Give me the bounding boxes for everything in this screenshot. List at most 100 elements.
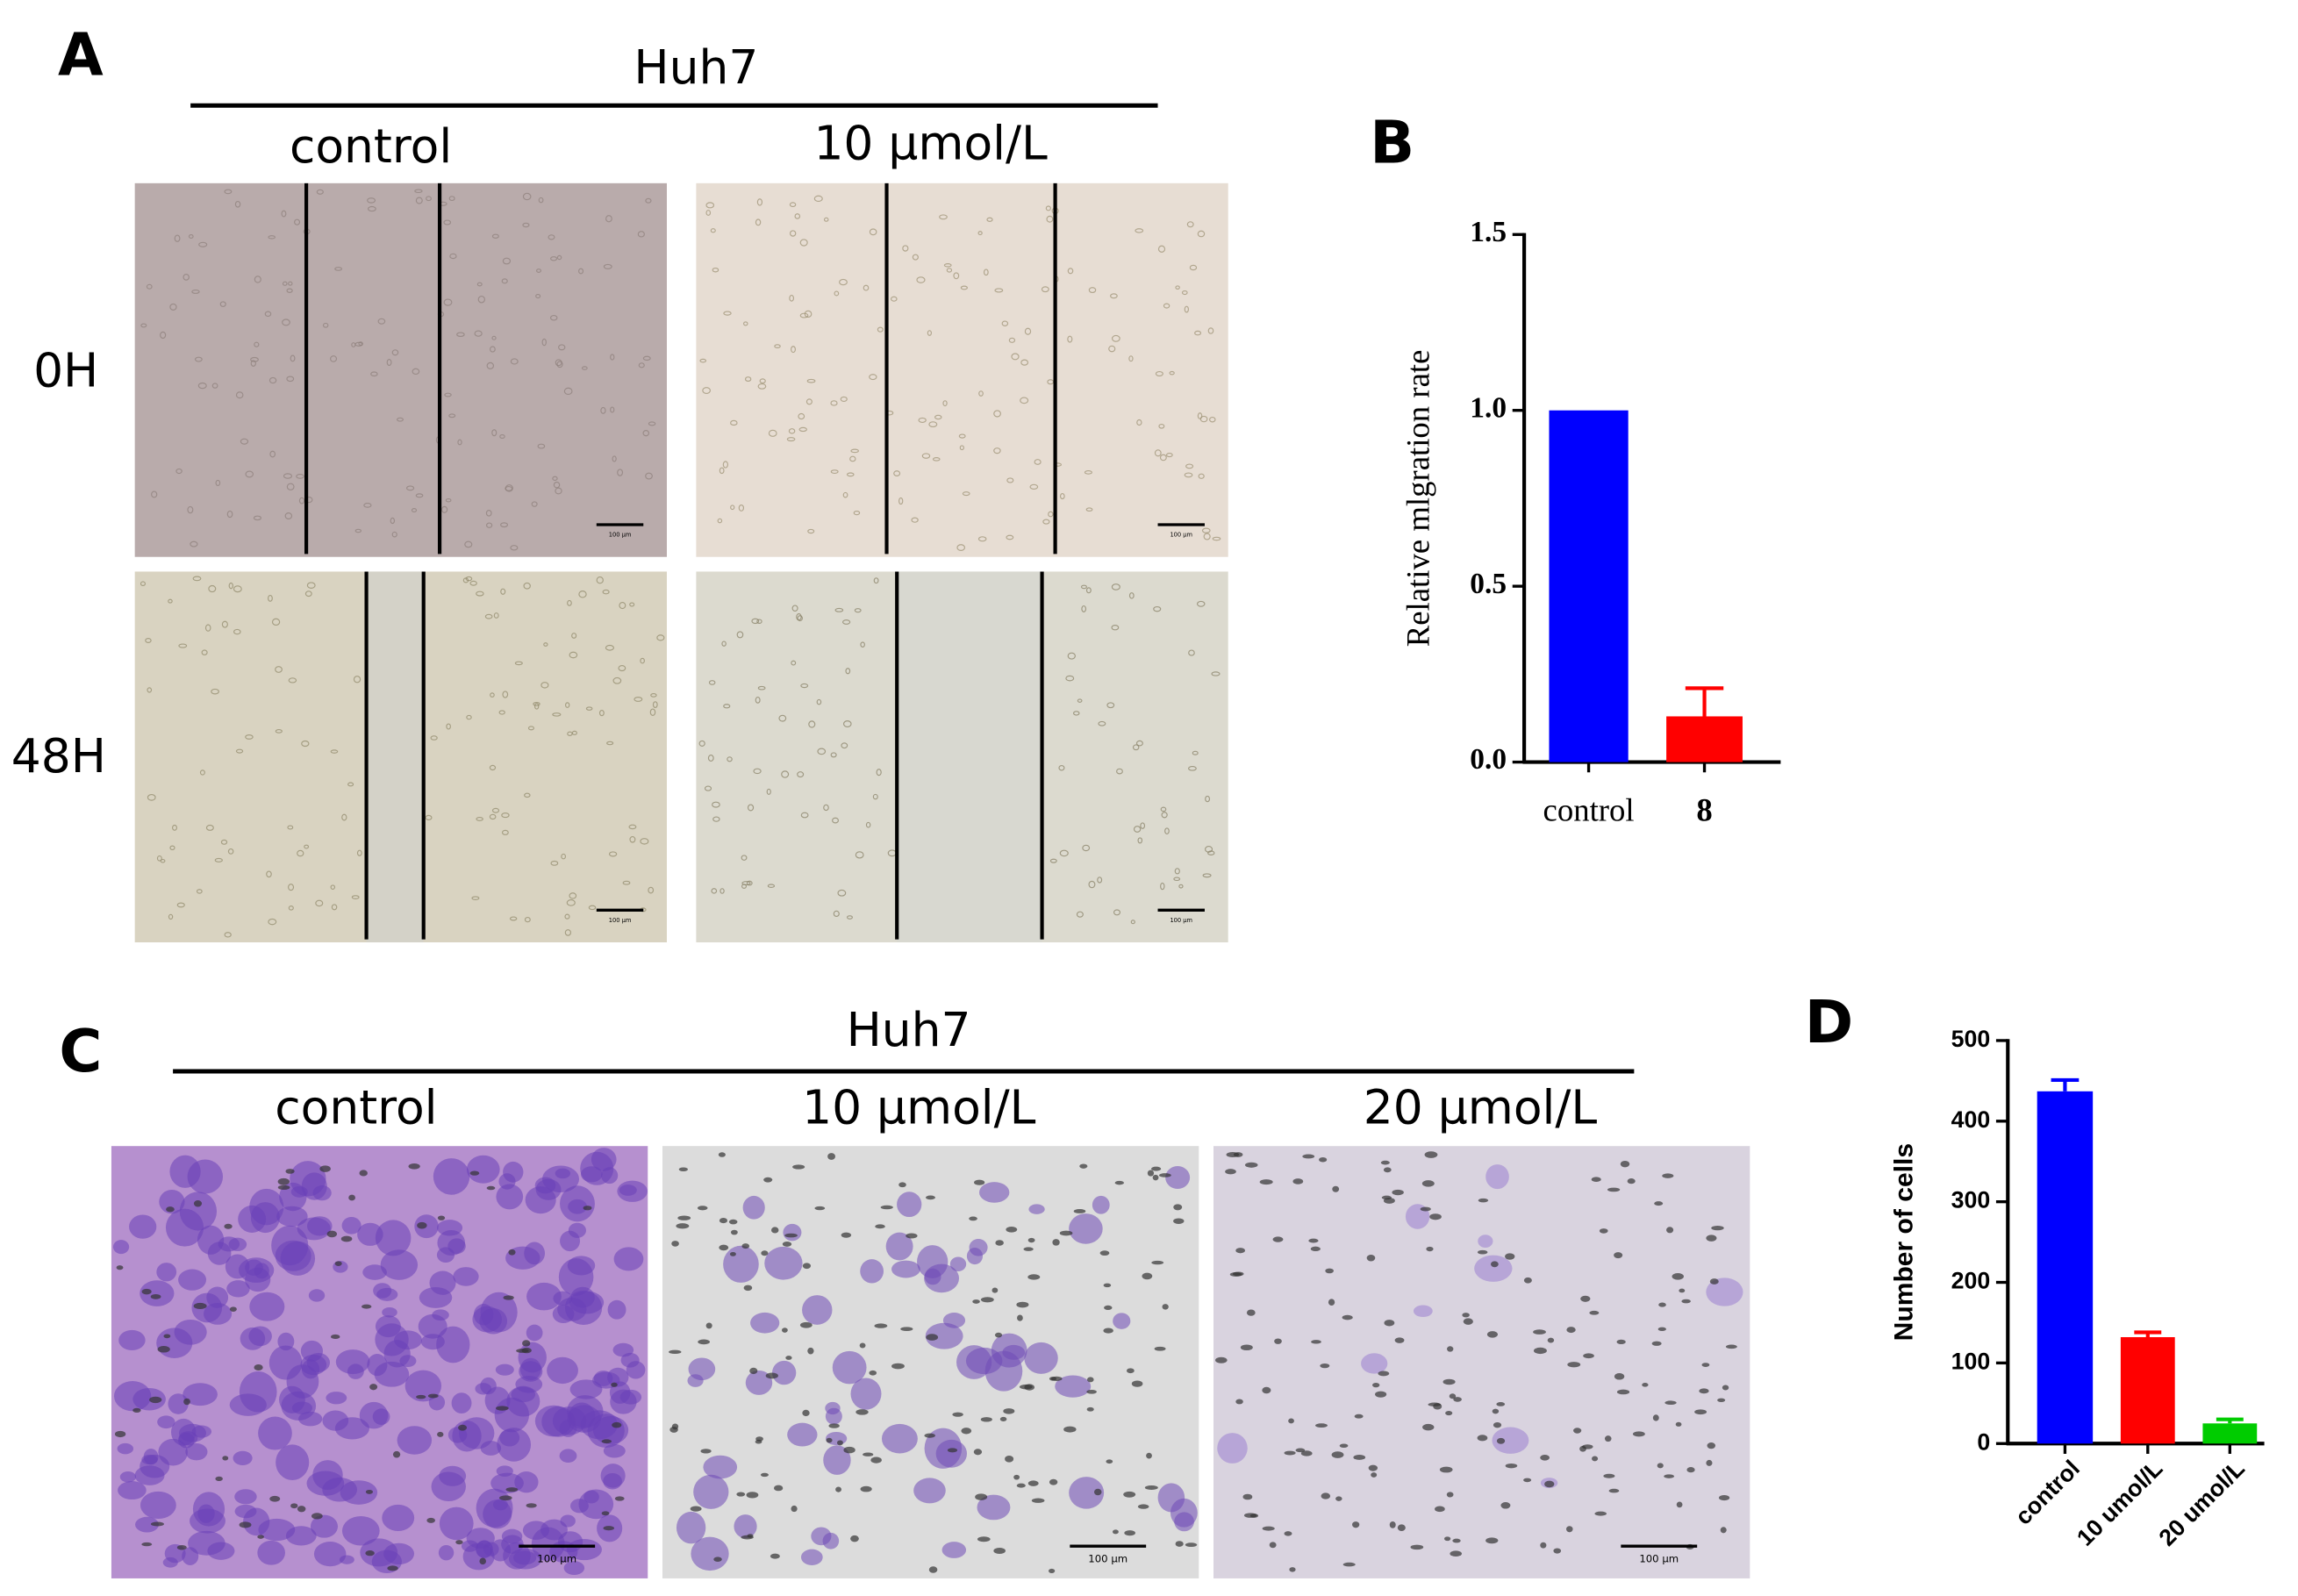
membrane-pore <box>1016 1483 1026 1488</box>
membrane-pore <box>1722 1385 1729 1391</box>
cell <box>228 582 233 590</box>
membrane-pore <box>526 1503 537 1508</box>
membrane-pore <box>583 1206 592 1211</box>
cell <box>1041 286 1049 293</box>
membrane-pore <box>1544 1480 1555 1488</box>
cell <box>536 268 541 273</box>
cell <box>978 390 984 397</box>
cell <box>712 816 720 822</box>
membrane-pore <box>1580 1295 1591 1302</box>
stained-cell <box>119 1471 137 1483</box>
cell <box>1158 423 1165 429</box>
membrane-pore <box>612 1421 622 1428</box>
cell <box>269 450 276 458</box>
membrane-pore <box>1614 1252 1623 1259</box>
stained-cell <box>534 1405 572 1437</box>
cell <box>1207 327 1214 334</box>
stained-cell <box>734 1514 757 1539</box>
cell <box>638 362 645 369</box>
cell <box>550 860 559 866</box>
stained-cell <box>447 1427 468 1443</box>
membrane-pore <box>1146 1452 1152 1459</box>
stained-cell <box>723 1245 759 1283</box>
cell <box>147 687 153 693</box>
cell <box>566 898 576 906</box>
cell <box>791 346 796 354</box>
cell <box>958 433 966 439</box>
membrane-pore <box>365 1550 375 1557</box>
cell <box>778 714 787 722</box>
stained-cell <box>179 1192 218 1231</box>
cell <box>1111 334 1120 342</box>
membrane-pore <box>499 1495 512 1501</box>
panel-label: D <box>1805 988 1853 1056</box>
membrane-pore <box>1368 1464 1378 1471</box>
cell <box>253 515 262 521</box>
cell <box>953 272 960 280</box>
cell <box>798 426 807 433</box>
cell <box>786 437 796 442</box>
y-tick-label: 1.5 <box>1470 216 1507 248</box>
membrane-pore <box>1505 1253 1515 1260</box>
membrane-pore <box>977 1536 991 1542</box>
membrane-pore <box>1242 1493 1253 1500</box>
membrane-pore <box>603 1526 615 1531</box>
membrane-pore <box>1332 1185 1340 1192</box>
membrane-pore <box>719 1218 727 1224</box>
cell <box>759 378 766 384</box>
membrane-pore <box>1485 1537 1499 1544</box>
cell <box>789 202 797 208</box>
cell <box>1034 459 1042 465</box>
cell <box>705 202 715 209</box>
membrane-pore <box>671 1241 679 1247</box>
membrane-pore <box>1523 1277 1532 1284</box>
cell <box>755 697 761 704</box>
membrane-pore <box>1662 1173 1674 1178</box>
cell <box>415 197 423 204</box>
cell <box>351 342 356 347</box>
cell <box>837 889 847 897</box>
membrane-pore <box>1354 1413 1364 1419</box>
stained-cell <box>290 1186 308 1198</box>
cell <box>816 698 822 705</box>
cell <box>499 433 505 440</box>
membrane-pore <box>1017 1314 1023 1321</box>
stained-cell <box>298 1411 323 1427</box>
cell <box>1186 221 1194 228</box>
membrane-pore <box>416 1394 426 1399</box>
cell <box>704 785 712 791</box>
membrane-pore <box>1657 1327 1666 1332</box>
cell <box>354 528 362 533</box>
cell <box>174 234 181 242</box>
membrane-pore <box>340 1235 353 1242</box>
membrane-pore <box>1099 1250 1110 1256</box>
membrane-pore <box>891 1363 905 1370</box>
stained-cell <box>234 1489 257 1505</box>
membrane-pore <box>1319 1156 1328 1163</box>
cell <box>1076 911 1084 918</box>
cell <box>268 594 273 602</box>
stained-cell <box>522 1521 550 1540</box>
cell <box>993 410 1001 418</box>
membrane-pore <box>1533 1347 1547 1355</box>
membrane-pore <box>1496 1402 1506 1406</box>
membrane-pore <box>1173 1204 1183 1211</box>
membrane-pore <box>141 1542 153 1547</box>
stained-cell <box>917 1245 949 1278</box>
membrane-pore <box>906 1233 918 1239</box>
cell <box>553 481 561 489</box>
cell <box>240 438 249 445</box>
cell <box>363 502 372 508</box>
cell <box>527 726 534 731</box>
cell <box>959 445 964 451</box>
stained-cell <box>341 1216 362 1235</box>
membrane-pore <box>1079 1163 1088 1169</box>
stained-cell <box>525 1186 556 1214</box>
cell <box>220 839 228 845</box>
stained-cell <box>183 1383 218 1406</box>
cell <box>863 284 870 291</box>
membrane-pore <box>677 1215 691 1220</box>
membrane-pore <box>1672 1273 1684 1280</box>
cell <box>605 215 612 223</box>
membrane-pore <box>505 1487 519 1492</box>
